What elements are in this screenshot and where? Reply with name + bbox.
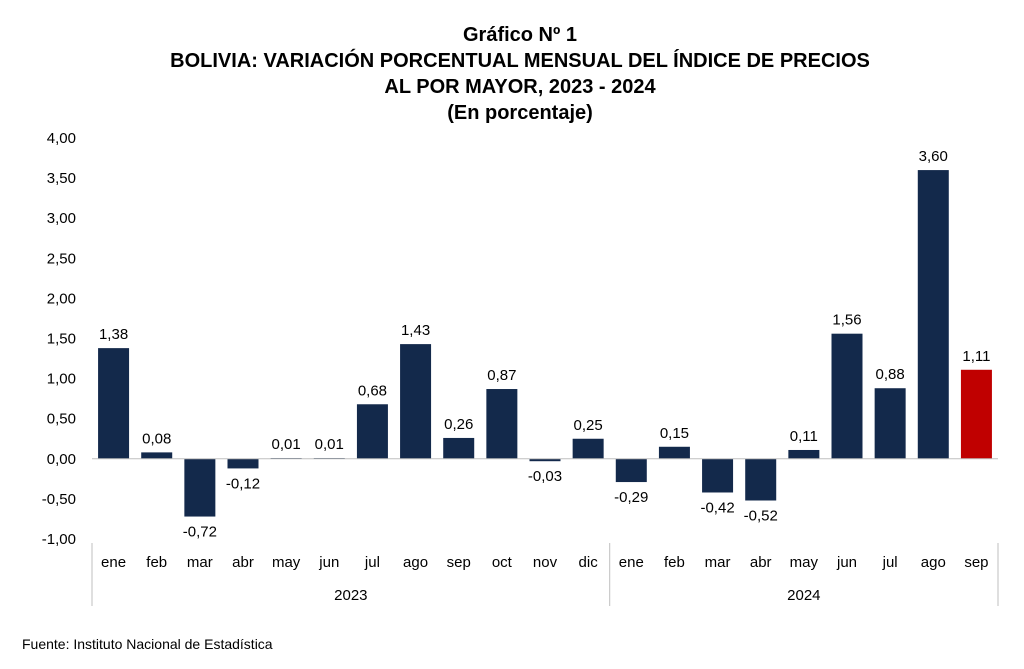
bar [400,344,432,459]
x-tick-label: sep [447,554,471,571]
chart-subtitle: (En porcentaje) [447,102,593,124]
x-tick-label: mar [187,554,213,571]
x-tick-label: feb [146,554,167,571]
chart-number: Gráfico Nº 1 [462,24,577,46]
x-tick-label: may [272,554,301,571]
chart-title-line-2: AL POR MAYOR, 2023 - 2024 [384,76,656,98]
bar [658,446,690,459]
y-tick-label: 2,50 [47,250,76,267]
x-tick-label: oct [492,554,513,571]
source-note: Fuente: Instituto Nacional de Estadístic… [22,636,273,652]
data-label: 0,08 [142,430,171,447]
x-tick-label: nov [533,554,558,571]
bar [960,369,992,459]
data-label: -0,72 [183,524,217,541]
x-tick-label: may [790,554,819,571]
bar [356,404,388,459]
chart-title-line-1: BOLIVIA: VARIACIÓN PORCENTUAL MENSUAL DE… [170,50,870,72]
data-label: 0,25 [574,417,603,434]
bar [702,458,734,493]
data-label: -0,42 [700,499,734,516]
data-label: 0,68 [358,382,387,399]
data-label: 0,01 [315,436,344,453]
x-tick-label: jul [364,554,380,571]
data-label: 0,11 [790,428,818,445]
x-tick-label: jul [882,554,898,571]
data-label: 0,01 [272,436,301,453]
data-label: 1,11 [962,348,990,365]
data-label: -0,03 [528,468,562,485]
x-tick-label: mar [705,554,731,571]
data-label: 0,15 [660,425,689,442]
x-tick-label: dic [579,554,599,571]
data-label: 3,60 [919,148,948,165]
y-tick-label: 4,00 [47,130,76,147]
x-group-label: 2023 [334,587,367,604]
bar [831,333,863,459]
y-tick-label: 0,00 [47,451,76,468]
data-label: 1,56 [832,312,861,329]
y-tick-label: 3,50 [47,170,76,187]
data-label: 0,88 [876,366,905,383]
x-group-label: 2024 [787,587,820,604]
data-label: 0,26 [444,416,473,433]
bar [98,348,130,459]
data-label: 0,87 [487,367,516,384]
x-tick-label: ago [921,554,946,571]
x-tick-label: jun [318,554,339,571]
bar [788,449,820,459]
bar [874,388,906,459]
x-tick-label: abr [750,554,772,571]
y-tick-label: 2,00 [47,290,76,307]
y-tick-label: 0,50 [47,411,76,428]
y-tick-label: -0,50 [42,491,76,508]
x-tick-label: ago [403,554,428,571]
x-tick-label: sep [964,554,988,571]
x-tick-label: abr [232,554,254,571]
x-tick-label: feb [664,554,685,571]
bar [227,458,259,469]
y-tick-label: 1,00 [47,371,76,388]
bar [745,458,777,501]
bar [141,452,173,459]
y-tick-label: -1,00 [42,531,76,548]
data-label: -0,12 [226,475,260,492]
data-label: -0,29 [614,489,648,506]
bar [443,437,475,459]
x-tick-label: ene [101,554,126,571]
chart-title-block: Gráfico Nº 1 BOLIVIA: VARIACIÓN PORCENTU… [0,22,1024,126]
data-label: 1,43 [401,322,430,339]
bar [615,458,647,483]
bar [184,458,216,517]
bar [529,458,561,462]
bar [917,170,949,459]
bar [572,438,604,459]
y-tick-label: 1,50 [47,331,76,348]
x-tick-label: jun [836,554,857,571]
x-tick-label: ene [619,554,644,571]
data-label: 1,38 [99,326,128,343]
data-label: -0,52 [744,508,778,525]
y-tick-label: 3,00 [47,210,76,227]
bar [486,389,518,459]
